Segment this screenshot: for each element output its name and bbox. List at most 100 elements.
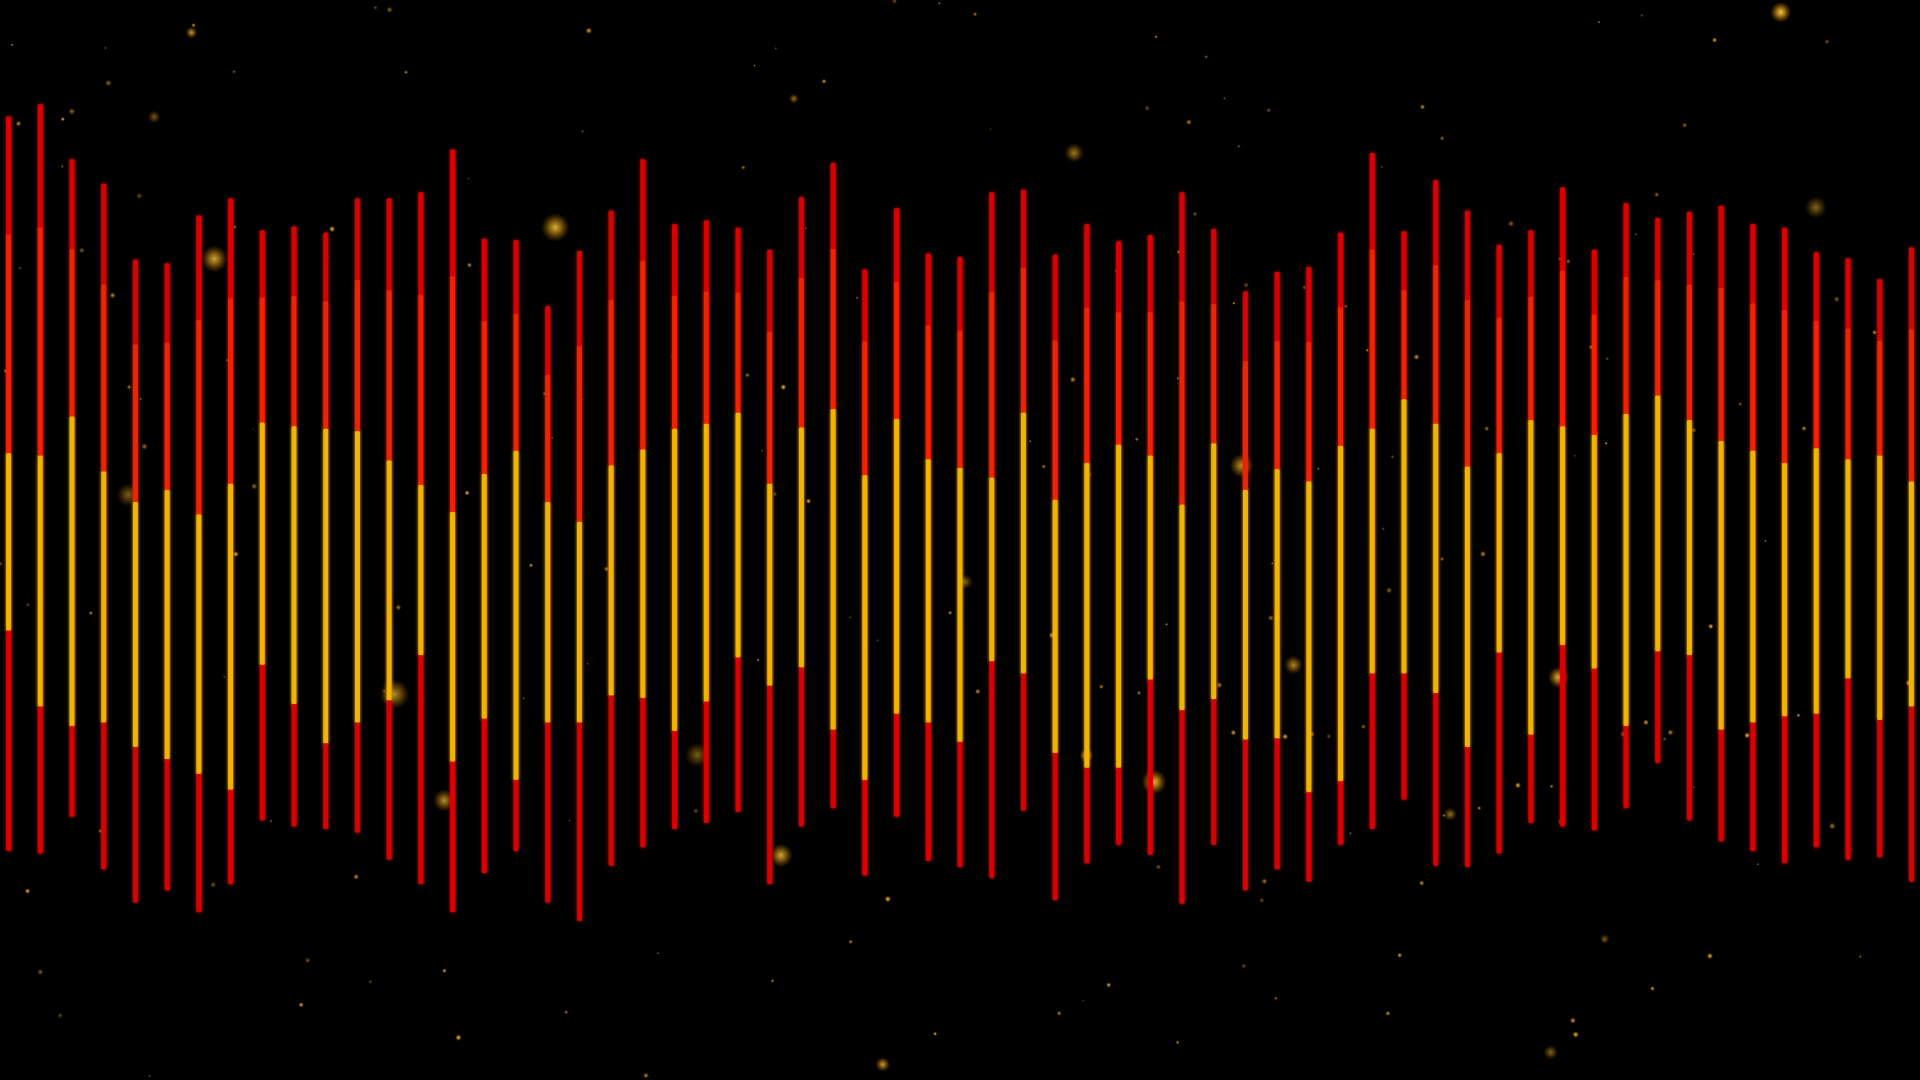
sparkle (891, 0, 898, 4)
bar-yellow (101, 471, 107, 723)
sparkle (136, 192, 143, 200)
bar-red-highlight (1528, 296, 1534, 420)
sparkle (848, 939, 853, 945)
sparkle (1667, 729, 1674, 736)
bar-yellow (196, 514, 202, 774)
sparkle (1243, 282, 1249, 288)
sparkle (1692, 252, 1696, 256)
sparkle (37, 968, 44, 976)
sparkle (147, 110, 161, 124)
sparkle (522, 697, 525, 700)
sparkle (1828, 822, 1836, 830)
bar-red-highlight (576, 345, 582, 522)
bar-red-highlight (69, 249, 75, 417)
bar-yellow (513, 450, 519, 780)
sparkle (60, 164, 64, 168)
sparkle (1572, 1031, 1580, 1038)
sparkle (403, 70, 409, 75)
sparkle (455, 1034, 462, 1041)
sparkle (1642, 719, 1649, 726)
sparkle (855, 295, 860, 300)
bar-red-highlight (1496, 317, 1502, 454)
bar-yellow (1179, 504, 1185, 711)
bar-yellow (1782, 462, 1788, 717)
bar-yellow (418, 484, 424, 656)
sparkle (753, 64, 756, 67)
sparkle (1301, 285, 1307, 290)
bar-yellow (228, 483, 234, 790)
sparkle (564, 1010, 569, 1015)
sparkle (585, 27, 593, 35)
sparkle (804, 227, 807, 230)
sparkle (1185, 119, 1192, 126)
sparkle (0, 560, 3, 567)
sparkle (60, 116, 66, 122)
bar-red-highlight (957, 330, 963, 468)
bar-red-highlight (450, 276, 456, 512)
sparkle (395, 604, 402, 611)
sparkle (225, 358, 229, 362)
bar-red-highlight (703, 291, 709, 424)
sparkle (1390, 454, 1395, 459)
bar-red-highlight (1655, 280, 1661, 396)
bar-yellow (1306, 481, 1312, 793)
bar-red-highlight (37, 227, 43, 456)
sparkle (298, 1002, 304, 1008)
sparkle (1385, 587, 1393, 594)
sparkle (947, 610, 953, 616)
sparkle (1711, 37, 1718, 43)
sparkle (1192, 211, 1198, 217)
sparkle (1681, 122, 1688, 128)
bar-yellow (1655, 395, 1661, 652)
bar-yellow (1211, 443, 1217, 700)
sparkle (1281, 733, 1289, 740)
bar-yellow (798, 427, 804, 668)
bar-red-highlight (1179, 301, 1185, 505)
sparkle (972, 11, 978, 17)
bar-yellow (259, 422, 265, 665)
bar-yellow (69, 416, 75, 727)
sparkle (10, 43, 14, 47)
bar-yellow (1528, 420, 1534, 735)
bars (6, 104, 1914, 921)
sparkle (1871, 329, 1878, 336)
sparkle (1662, 736, 1667, 742)
sparkle (1258, 897, 1265, 904)
sparkle (126, 384, 132, 390)
sparkle (1543, 1045, 1558, 1060)
sparkle (938, 1, 941, 5)
bar-yellow (1560, 426, 1566, 646)
sparkle (1801, 425, 1807, 432)
sparkle (1604, 441, 1608, 445)
sparkle (379, 679, 410, 710)
bar-yellow (894, 418, 900, 714)
bar-yellow (1496, 453, 1502, 653)
sparkle (541, 213, 570, 242)
bar-red-highlight (672, 295, 678, 429)
sparkle (1222, 96, 1226, 100)
bar-yellow (1052, 499, 1058, 754)
bar-red-highlight (6, 234, 12, 454)
sparkle (222, 675, 226, 679)
sparkle (1270, 562, 1274, 565)
sparkle (528, 563, 534, 568)
sparkle (876, 638, 880, 642)
bar-red-highlight (1718, 288, 1724, 441)
bar-red-highlight (1782, 310, 1788, 463)
bar-red-highlight (1401, 290, 1407, 400)
sparkle (1380, 165, 1384, 169)
sparkle (603, 566, 610, 572)
sparkle (1155, 864, 1162, 870)
bar-yellow (1750, 450, 1756, 723)
sparkle (1229, 453, 1254, 478)
bar-yellow (545, 502, 551, 723)
sparkle (1106, 982, 1112, 988)
bar-yellow (132, 502, 138, 747)
sparkle (1385, 1010, 1391, 1017)
sparkle (756, 658, 760, 662)
bar-yellow (1813, 448, 1819, 714)
sparkle (185, 26, 198, 39)
sparkle (1216, 681, 1223, 689)
sparkle (1069, 376, 1077, 383)
sparkle (1230, 729, 1237, 736)
